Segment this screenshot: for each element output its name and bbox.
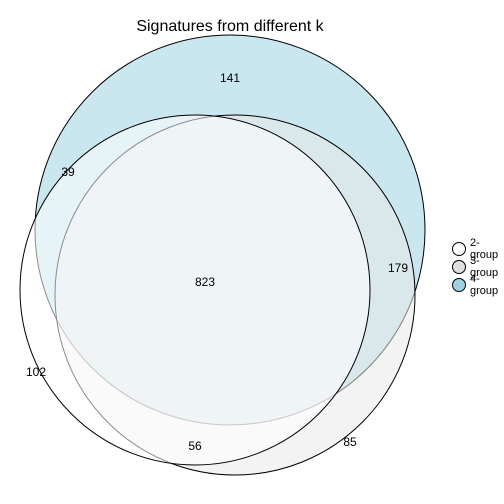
region-only2: 102 (26, 365, 46, 379)
legend: 2-group 3-group 4-group (452, 240, 504, 294)
region-g2g3: 56 (188, 439, 201, 453)
venn-plot (0, 0, 504, 504)
legend-label: 4-group (470, 273, 504, 297)
region-only3: 85 (343, 435, 356, 449)
region-all: 823 (195, 275, 215, 289)
region-g2g4: 39 (61, 165, 74, 179)
legend-swatch-4group (452, 278, 466, 292)
region-only4: 141 (220, 71, 240, 85)
legend-item-4group: 4-group (452, 276, 504, 294)
region-g3g4: 179 (388, 261, 408, 275)
legend-swatch-2group (452, 242, 466, 256)
legend-swatch-3group (452, 260, 466, 274)
